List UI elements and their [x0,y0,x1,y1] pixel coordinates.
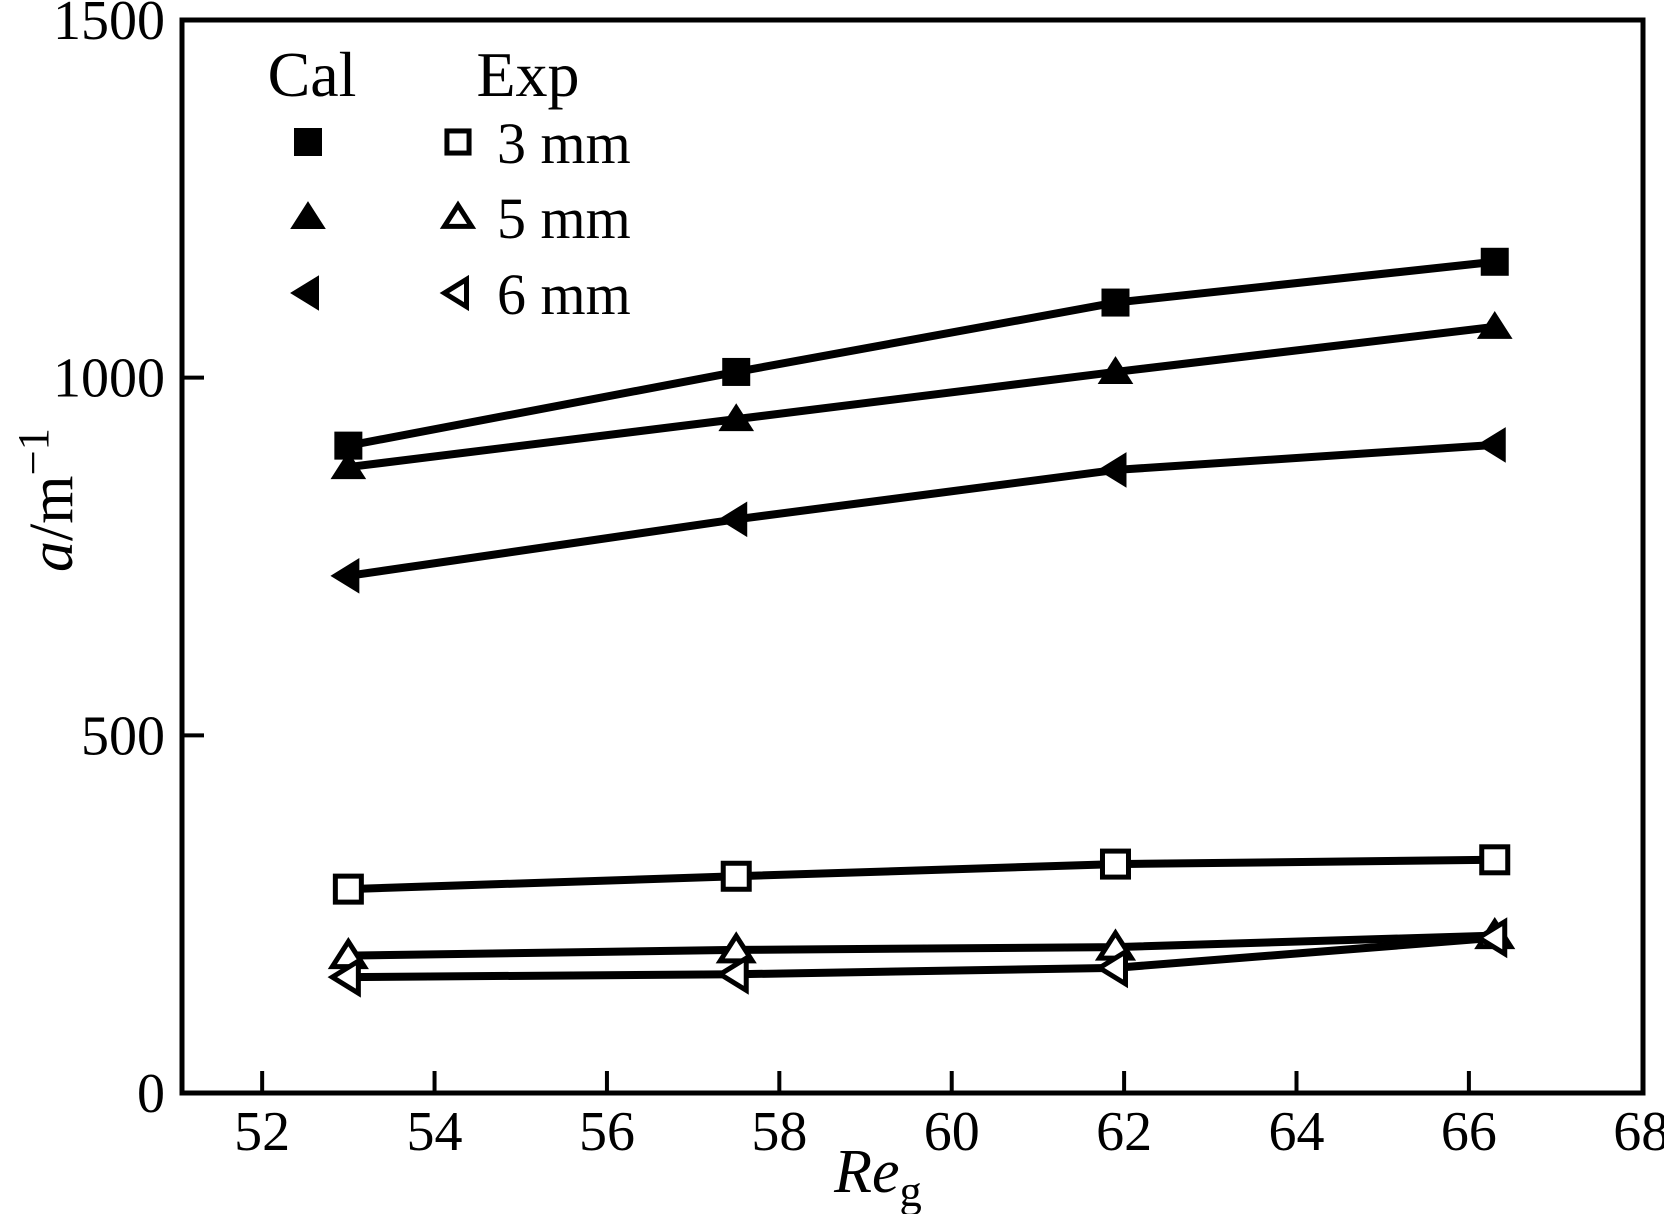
x-tick-label: 58 [751,1101,807,1163]
y-tick-label: 1500 [53,0,165,52]
cal-5-mm-point-1 [330,451,367,480]
x-axis-title: Reg [833,1138,922,1214]
cal-6-mm-point-3 [1097,452,1127,488]
exp-5-mm-line [348,931,1495,960]
y-tick-label: 500 [81,705,165,767]
exp-3-mm-point-4 [1479,844,1511,876]
exp-6-mm-point-2 [715,953,749,995]
x-tick-label: 52 [234,1101,290,1163]
y-axis-title: a/m−1 [8,428,86,572]
legend-row-label: 5 mm [497,186,631,251]
legend-header-exp: Exp [476,39,579,110]
legend-filled-square-icon [294,128,322,156]
legend-filled-triangle-up-icon [290,201,326,229]
cal-6-mm-point-2 [718,501,748,538]
legend-row-label: 6 mm [497,262,631,327]
legend-row-6-mm: 6 mm [290,262,631,327]
exp-6-mm-point-3 [1094,947,1128,989]
legend-open-triangle-up-icon [439,200,477,229]
exp-3-mm-point-3 [1099,848,1131,880]
y-axis: 0 500 1000 1500 [53,0,204,1125]
cal-5-mm-point-4 [1476,311,1513,339]
plot-border [179,17,1646,1096]
legend-row-5-mm: 5 mm [290,186,631,251]
y-tick-label: 0 [137,1063,165,1125]
exp-5-mm-point-2 [715,931,757,964]
legend-open-triangle-left-icon [439,274,469,312]
cal-3-mm-line [347,257,1496,450]
exp-6-mm-line [348,933,1496,982]
series-cal-6-mm [330,427,1506,594]
cal-3-mm-point-4 [1480,247,1509,276]
cal-3-mm-point-3 [1101,288,1130,317]
x-axis: 52 54 56 58 60 62 64 66 68 [234,1071,1664,1163]
exp-6-mm-point-1 [327,956,361,998]
cal-3-mm-point-2 [722,357,751,386]
x-tick-label: 56 [579,1101,635,1163]
exp-6-mm-point-4 [1473,917,1508,959]
series-exp-6-mm [327,917,1508,998]
legend-open-square-icon [444,128,472,156]
y-tick-label: 1000 [53,348,165,410]
series-exp-3-mm [332,844,1511,905]
series-cal-3-mm [334,247,1509,460]
cal-6-mm-point-1 [330,558,360,594]
x-tick-label: 60 [924,1101,980,1163]
x-tick-label: 66 [1441,1101,1497,1163]
legend-row-label: 3 mm [497,111,631,176]
exp-3-mm-point-2 [720,860,752,892]
x-tick-label: 64 [1268,1101,1324,1163]
legend-header-cal: Cal [268,39,357,110]
series-exp-5-mm [327,916,1516,970]
cal-6-mm-line [347,440,1496,580]
series-layer [327,247,1516,998]
x-tick-label: 54 [407,1101,463,1163]
cal-6-mm-point-4 [1476,427,1506,463]
legend-row-3-mm: 3 mm [294,111,631,176]
legend-filled-triangle-left-icon [290,275,319,311]
cal-5-mm-point-3 [1097,356,1134,384]
x-tick-label: 68 [1613,1101,1664,1163]
exp-3-mm-line [348,855,1495,894]
cal-5-mm-line [347,322,1496,472]
series-cal-5-mm [330,311,1513,480]
x-tick-label: 62 [1096,1101,1152,1163]
cal-5-mm-point-2 [718,403,755,432]
exp-3-mm-point-1 [332,873,364,905]
